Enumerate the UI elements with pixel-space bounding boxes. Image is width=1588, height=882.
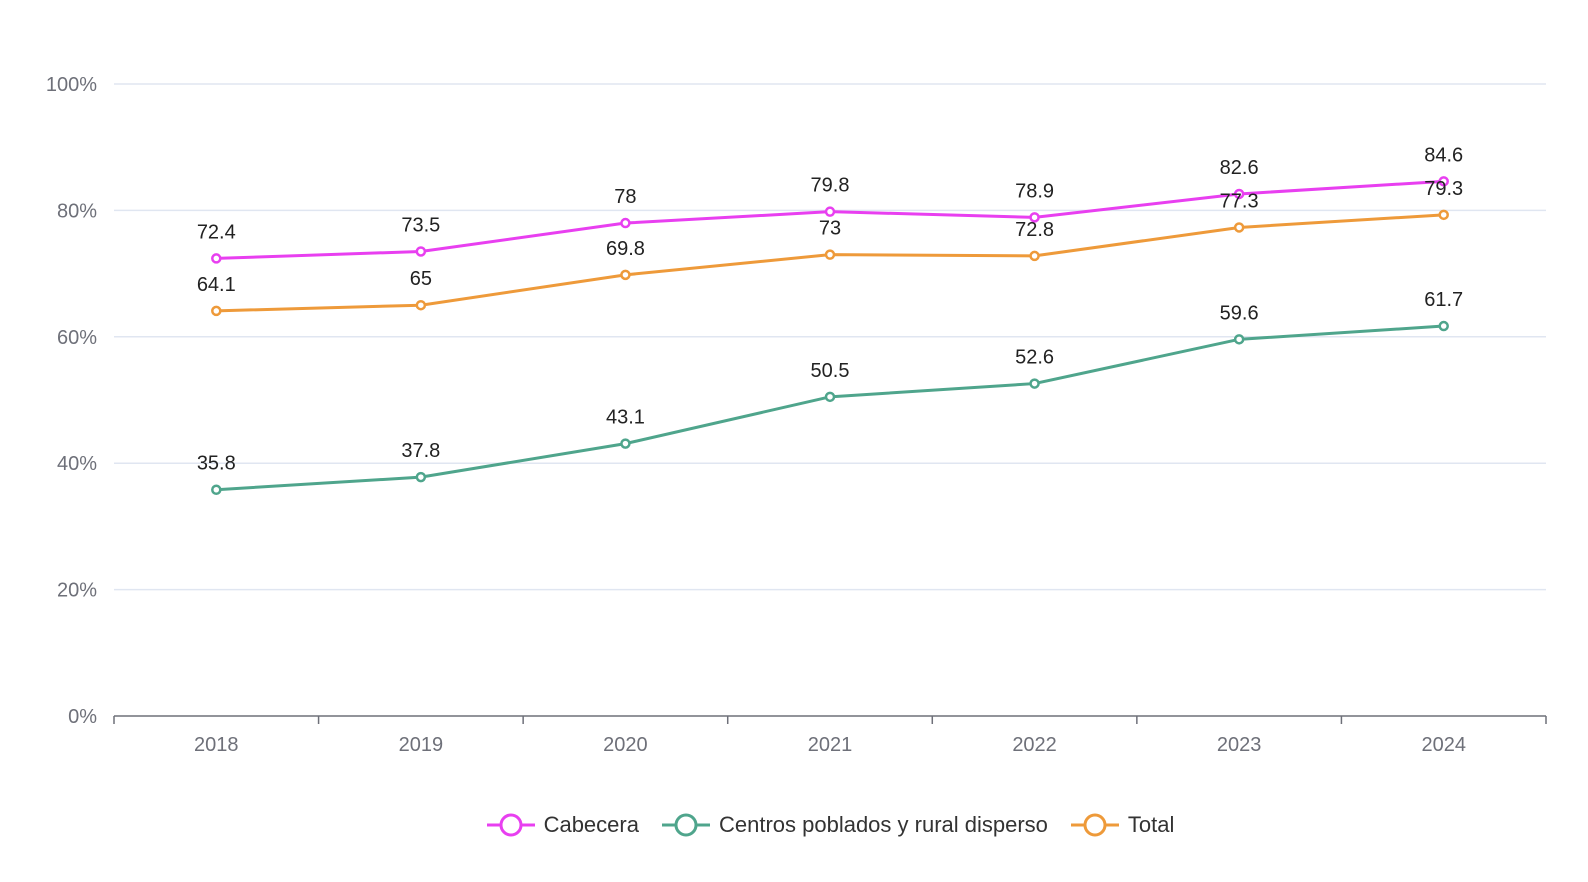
- data-label: 79.8: [811, 175, 850, 197]
- data-label: 35.8: [197, 453, 236, 475]
- data-point: [1029, 212, 1040, 223]
- y-tick-label: 100%: [46, 74, 97, 96]
- data-label: 73.5: [401, 214, 440, 236]
- legend-line-circle-icon: [486, 813, 535, 837]
- legend-item[interactable]: Cabecera: [486, 812, 639, 838]
- data-point: [824, 391, 836, 403]
- data-point: [620, 217, 631, 229]
- x-tick-label: 2022: [1012, 734, 1057, 756]
- y-tick-label: 60%: [57, 327, 97, 349]
- data-label: 72.8: [1015, 219, 1054, 241]
- x-tick-label: 2020: [603, 734, 648, 756]
- data-point: [415, 246, 427, 257]
- legend-item[interactable]: Total: [1070, 812, 1174, 838]
- line-chart: 0% 20% 40% 60% 80% 100% 2018 2019 2020 2021 2022 20…: [46, 74, 1547, 756]
- data-point: [1029, 378, 1040, 389]
- data-label: 72.4: [197, 221, 236, 243]
- data-label: 65: [410, 268, 432, 290]
- data-label: 69.8: [606, 238, 645, 260]
- data-label: 64.1: [197, 274, 236, 296]
- data-label: 59.6: [1220, 302, 1259, 324]
- data-label: 37.8: [401, 440, 440, 462]
- data-label: 50.5: [811, 360, 850, 382]
- legend: Cabecera Centros poblados y rural dispers…: [0, 812, 1588, 838]
- data-point: [415, 299, 427, 311]
- data-point: [211, 305, 222, 317]
- data-point: [211, 484, 222, 495]
- data-label: 79.3: [1424, 178, 1463, 200]
- data-label: 61.7: [1424, 289, 1463, 311]
- legend-label: Total: [1127, 812, 1175, 837]
- x-tick-label: 2018: [194, 734, 239, 756]
- x-tick-label: 2021: [808, 734, 853, 756]
- data-point: [1029, 250, 1040, 262]
- data-point: [1233, 334, 1245, 345]
- legend-label: Centros poblados y rural disperso: [718, 812, 1048, 837]
- legend-line-circle-icon: [661, 813, 710, 837]
- x-tick-label: 2023: [1217, 734, 1262, 756]
- data-label: 77.3: [1220, 190, 1259, 212]
- data-point: [415, 471, 427, 483]
- x-tick-label: 2024: [1421, 734, 1466, 756]
- y-tick-label: 80%: [57, 200, 97, 222]
- data-point: [1438, 209, 1449, 221]
- y-tick-label: 0%: [68, 706, 97, 728]
- data-label: 43.1: [606, 407, 645, 429]
- data-label: 78: [614, 186, 636, 208]
- data-point: [824, 206, 836, 217]
- data-label: 84.6: [1424, 144, 1463, 166]
- data-label: 78.9: [1015, 180, 1054, 202]
- legend-line-circle-icon: [1070, 813, 1119, 837]
- data-point: [1233, 188, 1245, 200]
- y-tick-label: 20%: [57, 580, 97, 602]
- data-point: [1438, 176, 1449, 187]
- data-point: [1233, 222, 1245, 233]
- legend-item[interactable]: Centros poblados y rural disperso: [661, 812, 1048, 838]
- data-point: [620, 269, 631, 281]
- series-line: [216, 324, 1444, 492]
- data-point: [824, 249, 836, 260]
- x-tick-label: 2019: [399, 734, 444, 756]
- data-point: [620, 438, 631, 449]
- data-point: [211, 253, 222, 264]
- legend-label: Cabecera: [543, 812, 639, 837]
- data-label: 82.6: [1220, 157, 1259, 179]
- data-label: 73: [819, 218, 841, 240]
- y-tick-label: 40%: [57, 453, 97, 475]
- data-point: [1438, 320, 1449, 332]
- data-label: 52.6: [1015, 347, 1054, 369]
